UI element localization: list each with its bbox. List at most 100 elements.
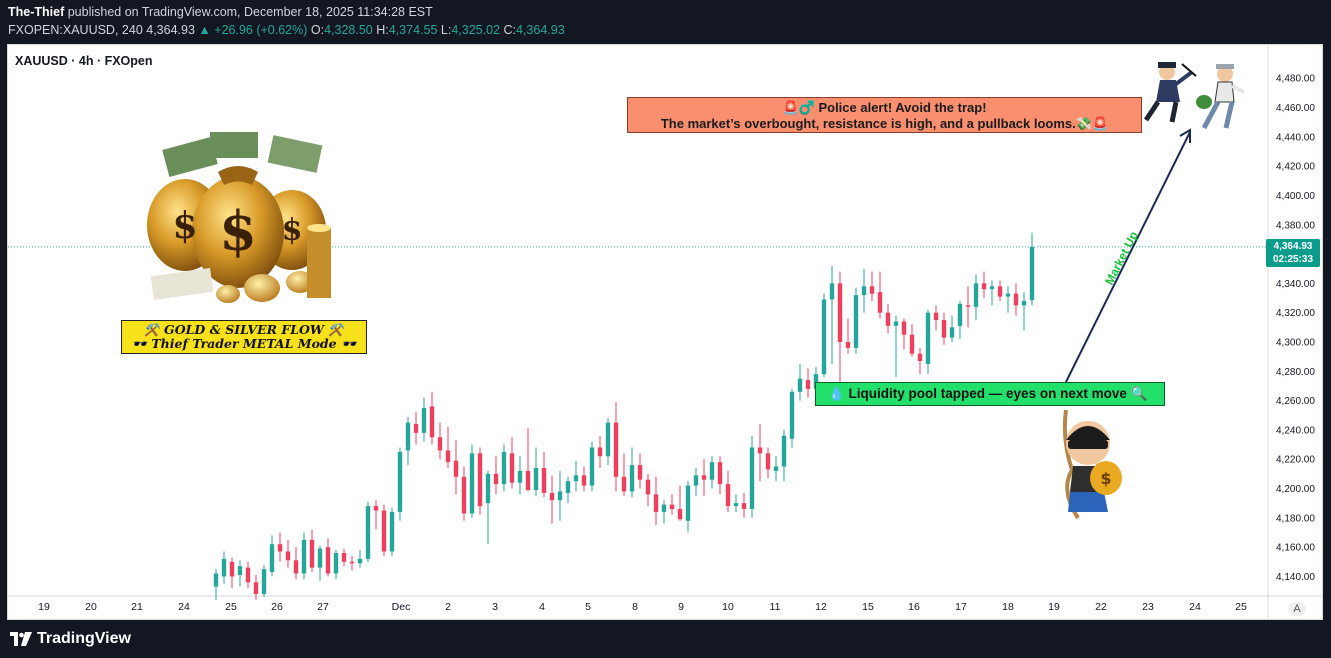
candle xyxy=(941,312,947,345)
gold-silver-note[interactable]: ⚒️ GOLD & SILVER FLOW ⚒️ 🕶️ Thief Trader… xyxy=(121,320,367,354)
candle-body xyxy=(253,582,259,594)
police-alert-note[interactable]: 🚨♂️ Police alert! Avoid the trap! The ma… xyxy=(627,97,1142,133)
candle xyxy=(325,538,331,577)
candle-body xyxy=(997,286,1003,297)
candle xyxy=(349,555,355,571)
arrow-label: Market Up xyxy=(1102,229,1141,287)
candle-body xyxy=(717,462,723,485)
candle xyxy=(629,447,635,498)
candle xyxy=(797,363,803,401)
candle-body xyxy=(829,283,835,300)
candle xyxy=(541,451,547,498)
candle-body xyxy=(453,460,459,477)
candle-body xyxy=(669,504,675,510)
candle xyxy=(981,271,987,299)
candle-body xyxy=(925,312,931,364)
tradingview-logo[interactable]: TradingView xyxy=(10,630,131,648)
candle xyxy=(653,476,659,526)
police-note-line2: The market’s overbought, resistance is h… xyxy=(660,116,1109,131)
candle-body xyxy=(877,292,883,313)
svg-text:$: $ xyxy=(1100,469,1111,488)
time-tick-label: 12 xyxy=(815,601,827,613)
candle-body xyxy=(589,447,595,486)
high-label: H: xyxy=(376,23,389,37)
candle xyxy=(989,280,995,306)
candle-body xyxy=(221,558,227,577)
candle-body xyxy=(1029,246,1035,301)
candle xyxy=(493,456,499,495)
candle-body xyxy=(501,451,507,485)
candle xyxy=(245,561,251,589)
candle xyxy=(669,494,675,515)
price-tick-label: 4,200.00 xyxy=(1276,484,1315,495)
price-tick-label: 4,380.00 xyxy=(1276,220,1315,231)
candle-body xyxy=(565,481,571,493)
candle-body xyxy=(509,453,515,483)
candle xyxy=(509,437,515,489)
candle-body xyxy=(341,552,347,562)
candle-body xyxy=(773,466,779,471)
up-arrow-icon: ▲ xyxy=(198,23,211,37)
candle xyxy=(805,368,811,398)
candle-body xyxy=(397,451,403,512)
candle xyxy=(357,550,363,568)
chart-header: The-Thief published on TradingView.com, … xyxy=(0,0,1331,44)
candle xyxy=(957,300,963,340)
candle xyxy=(973,274,979,320)
candle-body xyxy=(725,484,731,507)
candle-body xyxy=(797,378,803,392)
publish-line: The-Thief published on TradingView.com, … xyxy=(8,5,433,19)
candle-body xyxy=(629,465,635,492)
candle-body xyxy=(645,479,651,495)
candle xyxy=(421,397,427,442)
candle xyxy=(837,271,843,404)
price-tick-label: 4,180.00 xyxy=(1276,513,1315,524)
candle-body xyxy=(973,283,979,307)
svg-text:$: $ xyxy=(172,205,197,247)
price-axis[interactable]: 4,140.00 4,160.00 4,180.00 4,200.00 4,220.00… xyxy=(1276,74,1315,583)
price-tick-label: 4,280.00 xyxy=(1276,367,1315,378)
time-tick-label: 2 xyxy=(445,601,451,613)
candle xyxy=(501,444,507,492)
candle-body xyxy=(941,320,947,338)
candle xyxy=(925,309,931,375)
candle xyxy=(749,435,755,518)
candle-body xyxy=(757,447,763,454)
candle-body xyxy=(781,435,787,467)
candle xyxy=(997,280,1003,301)
candle-body xyxy=(357,558,363,564)
candle xyxy=(341,548,347,567)
price-tick-label: 4,240.00 xyxy=(1276,425,1315,436)
candle-body xyxy=(437,437,443,451)
candle xyxy=(933,305,939,331)
tradingview-brand: TradingView xyxy=(37,630,131,647)
chart-symbol-title[interactable]: XAUUSD · 4h · FXOpen xyxy=(15,54,153,68)
candle-body xyxy=(613,422,619,477)
time-tick-label: 16 xyxy=(908,601,920,613)
badge-countdown: 02:25:33 xyxy=(1272,254,1314,265)
candle xyxy=(853,287,859,354)
liquidity-note[interactable]: 💧 Liquidity pool tapped — eyes on next m… xyxy=(815,382,1165,406)
time-axis[interactable]: 19 20 21 24 25 26 27 Dec 2 3 4 5 8 9 10 11 12 15 16 17 18 19 2… xyxy=(38,601,1247,613)
candle xyxy=(893,315,899,378)
candle xyxy=(533,447,539,496)
candle-body xyxy=(813,374,819,389)
candle-body xyxy=(477,453,483,507)
open-label: O: xyxy=(310,23,325,37)
axis-layer xyxy=(8,45,1322,620)
candle-body xyxy=(845,341,851,348)
candle xyxy=(645,473,651,507)
candle-body xyxy=(789,391,795,439)
candle-body xyxy=(637,465,643,480)
candle-body xyxy=(837,283,843,342)
candle-body xyxy=(605,422,611,457)
candle xyxy=(709,456,715,489)
time-tick-label: 11 xyxy=(770,601,781,613)
candle xyxy=(741,492,747,518)
high-value: 4,374.55 xyxy=(388,23,438,37)
candle-body xyxy=(277,544,283,552)
candle-body xyxy=(429,406,435,438)
auto-scale-button[interactable]: A xyxy=(1288,602,1306,616)
author-name[interactable]: The-Thief xyxy=(8,5,65,19)
